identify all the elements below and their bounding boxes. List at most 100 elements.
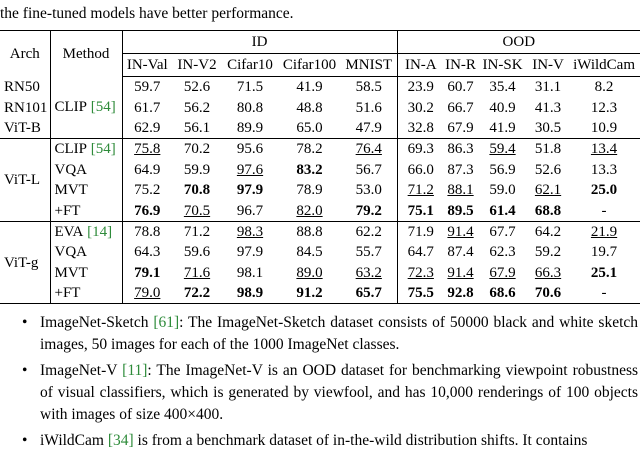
- value: -: [601, 202, 607, 219]
- value-cell: 56.1: [172, 118, 222, 139]
- value-cell: 19.7: [568, 242, 640, 262]
- value-cell: 65.7: [341, 282, 398, 304]
- value: 67.9: [447, 119, 474, 136]
- value-cell: 98.9: [222, 283, 278, 304]
- value: 67.9: [489, 264, 516, 281]
- table-row: ViT-B 62.9 56.1 89.9 65.0 47.9 32.8 67.9 41.9 30.…: [0, 117, 640, 139]
- method-cell: +FT: [50, 200, 123, 222]
- method-name: CLIP: [54, 99, 88, 116]
- value: 52.6: [534, 161, 562, 178]
- value: 52.6: [183, 79, 211, 96]
- bullet-item: ImageNet-V [11]: The ImageNet-V is an OO…: [0, 360, 638, 426]
- value: 75.2: [134, 182, 161, 199]
- value: 87.3: [447, 161, 474, 178]
- value-cell: 72.3: [397, 263, 444, 283]
- value-cell: 21.9: [568, 220, 640, 243]
- value-cell: 56.2: [172, 97, 222, 117]
- value-cell: 88.1: [444, 180, 477, 200]
- value-cell: 13.4: [568, 138, 640, 160]
- value-cell: 87.3: [444, 160, 477, 180]
- value-cell: 97.6: [222, 160, 278, 180]
- method-cell: VQA: [50, 242, 123, 263]
- value-cell: 58.5: [341, 76, 398, 98]
- value-cell: 87.4: [444, 242, 477, 262]
- value-cell: 70.6: [528, 283, 568, 304]
- value: 79.1: [134, 264, 161, 281]
- header-cell: Method: [50, 30, 123, 77]
- header-row: Arch Method ID OOD: [0, 30, 640, 77]
- value: 76.4: [355, 141, 382, 158]
- value: 76.9: [134, 202, 161, 219]
- value-cell: 59.0: [477, 180, 528, 200]
- value-cell: 59.7: [122, 77, 172, 98]
- value-cell: 67.9: [444, 118, 477, 139]
- value-cell: 79.1: [122, 263, 172, 283]
- value: 59.6: [183, 244, 211, 261]
- value: 13.3: [590, 161, 618, 178]
- value-cell: 98.3: [222, 220, 278, 243]
- method-cell: EVA [14]: [50, 220, 123, 243]
- method-name: +FT: [54, 285, 81, 302]
- column-header: Cifar10: [222, 53, 278, 77]
- value-cell: 70.8: [172, 180, 222, 200]
- value: -: [601, 285, 607, 302]
- column-header: IN-V: [528, 53, 569, 77]
- value: 62.9: [134, 119, 161, 136]
- value-cell: 80.8: [222, 97, 278, 117]
- citation: [11]: [122, 362, 148, 379]
- value-cell: 67.9: [477, 263, 528, 283]
- method-name: EVA: [54, 223, 84, 240]
- value-cell: 8.2: [568, 77, 640, 98]
- value-cell: 96.7: [222, 200, 278, 221]
- value: 60.7: [447, 79, 474, 96]
- value: 84.5: [296, 244, 323, 261]
- value-cell: 13.3: [568, 160, 640, 180]
- table-row: +FT 79.0 72.2 98.9 91.2 65.7 75.5 92.8 68.6 70.6 -: [0, 282, 640, 304]
- value: 91.4: [447, 223, 474, 240]
- citation: [54]: [90, 99, 116, 116]
- value-cell: 59.6: [172, 242, 222, 262]
- value-cell: 64.9: [122, 160, 172, 180]
- value-cell: 10.9: [568, 118, 640, 139]
- arch-cell: RN101: [0, 97, 51, 118]
- dataset-name: iWildCam: [40, 432, 104, 449]
- value-cell: 56.7: [341, 159, 398, 180]
- value-cell: 23.9: [397, 77, 444, 98]
- value: 25.1: [590, 264, 618, 281]
- bullet-text: : The ImageNet-Sketch dataset consists o…: [40, 314, 639, 353]
- results-table: Arch Method ID OOD IN-Val IN-V2 Cifar10 Cifar10…: [0, 30, 640, 305]
- value-cell: 71.5: [222, 77, 278, 98]
- citation: [54]: [90, 141, 116, 158]
- value: 61.7: [134, 99, 161, 116]
- value: 59.9: [183, 161, 211, 178]
- value: 41.3: [534, 99, 562, 116]
- value-cell: 62.1: [528, 180, 568, 200]
- value: 64.7: [407, 244, 434, 261]
- value: 31.1: [534, 79, 562, 96]
- value-cell: 82.0: [278, 200, 341, 221]
- value-cell: 91.2: [278, 283, 341, 304]
- value-cell: 78.9: [278, 180, 341, 200]
- caption: the fine-tuned models have better perfor…: [0, 5, 294, 22]
- value: 30.5: [534, 119, 562, 136]
- value: 64.9: [134, 161, 161, 178]
- value: 75.5: [407, 285, 434, 302]
- value: 98.3: [236, 223, 264, 240]
- group-header: ID: [122, 30, 398, 54]
- value-cell: 59.4: [477, 138, 529, 160]
- value: 8.2: [594, 79, 614, 96]
- value: 51.8: [534, 141, 562, 158]
- column-header: IN-Val: [122, 53, 172, 77]
- method-cell: CLIP [54]: [50, 138, 123, 160]
- value: 83.2: [296, 161, 323, 178]
- value-cell: 51.8: [528, 138, 569, 160]
- value-cell: 95.6: [222, 138, 278, 160]
- method-cell: VQA: [50, 159, 123, 180]
- method-name: MVT: [54, 182, 88, 199]
- value: 25.0: [590, 182, 618, 199]
- value-cell: 41.9: [477, 118, 528, 139]
- table-row: RN50 CLIP [54] 59.7 52.6 71.5 41.9 58.5 23.9 60.…: [0, 76, 640, 139]
- value: 41.9: [296, 79, 323, 96]
- value: 86.3: [447, 141, 474, 158]
